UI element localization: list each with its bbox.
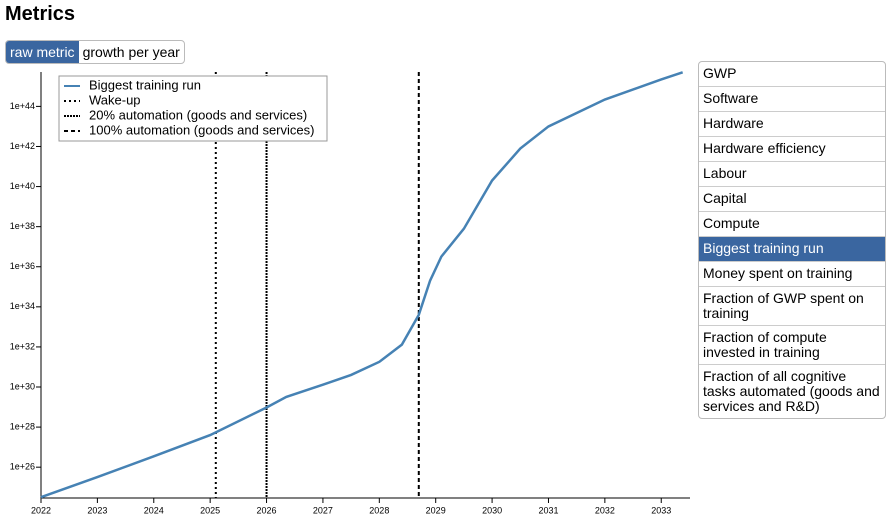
metric-item[interactable]: Hardware xyxy=(699,111,885,136)
page-title: Metrics xyxy=(5,3,76,25)
metric-item[interactable]: GWP xyxy=(703,65,737,81)
legend-label: Biggest training run xyxy=(89,77,201,92)
y-tick-label: 1e+28 xyxy=(10,421,35,431)
y-tick-label: 1e+40 xyxy=(10,181,35,191)
legend-label: Wake-up xyxy=(89,92,141,107)
metric-item[interactable]: Software xyxy=(699,86,885,111)
metric-item[interactable]: Labour xyxy=(699,161,885,186)
y-tick-label: 1e+26 xyxy=(10,462,35,472)
x-tick-label: 2030 xyxy=(482,505,502,515)
y-tick-label: 1e+36 xyxy=(10,261,35,271)
metric-item[interactable]: Fraction of compute invested in training xyxy=(699,325,885,364)
chart: 1e+26 1e+28 1e+30 1e+32 1e+34 1e+36 1e+38 1e+40… xyxy=(10,71,690,515)
x-tick-label: 2027 xyxy=(313,505,333,515)
x-tick-label: 2026 xyxy=(257,505,277,515)
metric-item[interactable]: Fraction of GWP spent on training xyxy=(699,286,885,325)
toggle-option[interactable]: growth per year xyxy=(82,44,180,60)
x-tick-label: 2025 xyxy=(200,505,220,515)
metric-item[interactable]: Money spent on training xyxy=(699,261,885,286)
y-tick-label: 1e+38 xyxy=(10,221,35,231)
x-tick-label: 2033 xyxy=(651,505,671,515)
metric-item[interactable]: Biggest training run xyxy=(699,236,885,261)
x-tick-label: 2022 xyxy=(31,505,51,515)
x-tick-label: 2023 xyxy=(87,505,107,515)
y-tick-label: 1e+34 xyxy=(10,301,35,311)
y-tick-label: 1e+30 xyxy=(10,381,35,391)
y-tick-label: 1e+42 xyxy=(10,141,35,151)
x-tick-label: 2028 xyxy=(369,505,389,515)
metric-item[interactable]: Hardware efficiency xyxy=(699,136,885,161)
legend-label: 20% automation (goods and services) xyxy=(89,107,307,122)
y-tick-label: 1e+32 xyxy=(10,341,35,351)
toggle-option[interactable]: raw metric xyxy=(6,41,79,63)
x-tick-label: 2032 xyxy=(595,505,615,515)
metric-item[interactable]: Compute xyxy=(699,211,885,236)
x-tick-label: 2024 xyxy=(144,505,164,515)
series-line xyxy=(40,71,684,499)
x-tick-label: 2029 xyxy=(426,505,446,515)
y-tick-label: 1e+44 xyxy=(10,101,35,111)
metrics-list: GWP Software Hardware Hardware efficiency La… xyxy=(698,61,886,419)
toggle: raw metric growth per year xyxy=(5,40,185,64)
x-tick-label: 2031 xyxy=(538,505,558,515)
metric-item[interactable]: Fraction of all cognitive tasks automate… xyxy=(699,364,885,418)
legend-label: 100% automation (goods and services) xyxy=(89,122,314,137)
metric-item[interactable]: Capital xyxy=(699,186,885,211)
legend-box xyxy=(58,75,328,142)
